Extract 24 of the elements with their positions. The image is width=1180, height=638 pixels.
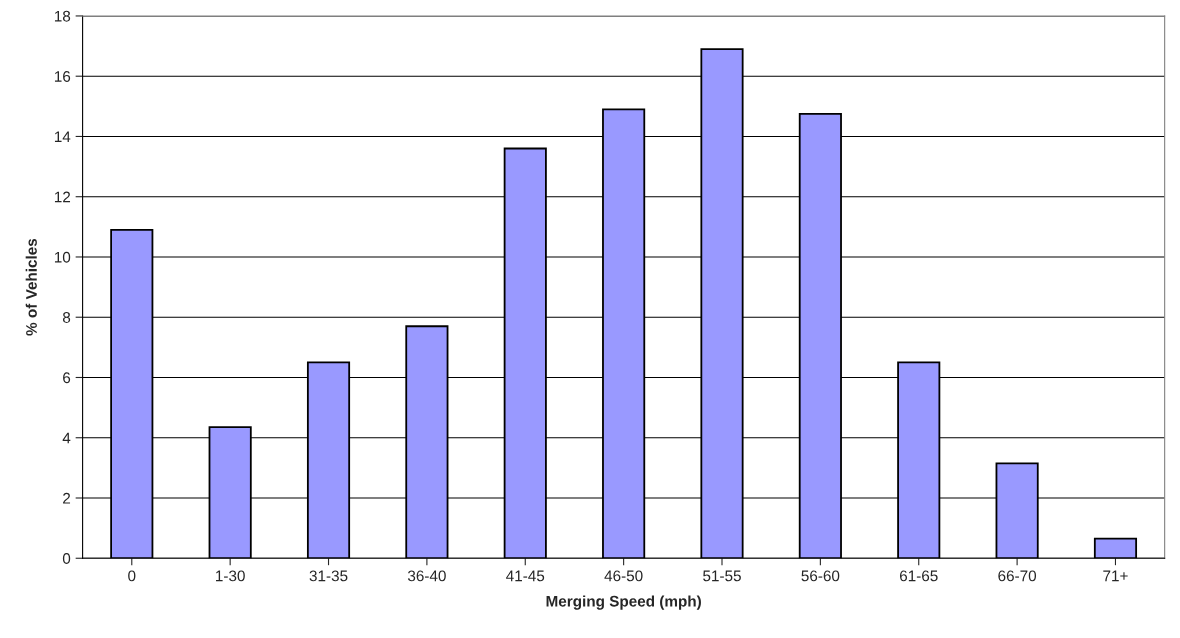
x-tick-label: 51-55 bbox=[703, 570, 741, 582]
y-tick-label: 18 bbox=[54, 10, 71, 22]
y-tick-label: 12 bbox=[54, 191, 71, 203]
x-tick-label: 1-30 bbox=[216, 570, 245, 582]
x-tick-label: 66-70 bbox=[998, 570, 1037, 582]
x-axis-title: Merging Speed (mph) bbox=[546, 595, 701, 610]
x-tick-label: 46-50 bbox=[604, 570, 643, 582]
x-tick-label: 31-35 bbox=[309, 570, 348, 582]
y-tick-label: 8 bbox=[62, 312, 71, 323]
y-tick-label: 6 bbox=[63, 372, 71, 384]
x-tick-label: 61-65 bbox=[899, 570, 938, 582]
y-tick-label: 10 bbox=[54, 251, 71, 263]
x-tick-label: 56-60 bbox=[801, 570, 840, 582]
y-axis-title: % of Vehicles bbox=[25, 238, 37, 336]
y-tick-label: 2 bbox=[63, 492, 71, 504]
x-tick-label: 71+ bbox=[1103, 570, 1128, 582]
y-tick-label: 0 bbox=[62, 553, 71, 564]
x-tick-label: 36-40 bbox=[407, 570, 446, 582]
y-tick-label: 4 bbox=[62, 432, 71, 444]
bar bbox=[1093, 537, 1138, 559]
x-tick-label: 41-45 bbox=[506, 570, 545, 582]
y-tick-label: 16 bbox=[54, 71, 71, 82]
x-tick-label: 0 bbox=[128, 570, 136, 582]
y-tick-label: 14 bbox=[54, 131, 71, 142]
